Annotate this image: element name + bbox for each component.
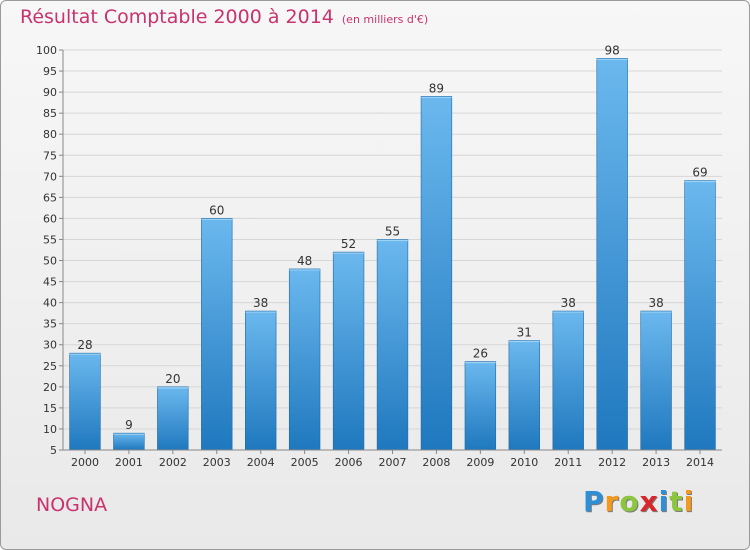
bar <box>420 96 453 451</box>
bar <box>332 251 365 451</box>
x-tick-label: 2011 <box>554 456 582 469</box>
y-tick-label: 85 <box>43 107 57 120</box>
bar-value-label: 38 <box>561 296 576 310</box>
bar <box>596 58 628 451</box>
brand-letter: P <box>583 485 605 518</box>
brand-letter: x <box>639 485 659 518</box>
x-axis: 2000 2001 2002 2003 2004 2005 2006 2007 2008 2009… <box>63 449 722 469</box>
y-tick-label: 5 <box>50 444 57 457</box>
bar-series: 28 9 20 60 38 48 52 55 89 26 31 38 98 38 69 <box>69 43 716 451</box>
x-tick-label: 2010 <box>510 456 538 469</box>
y-tick-label: 75 <box>43 149 57 162</box>
bar <box>376 239 409 451</box>
y-tick-label: 40 <box>43 297 57 310</box>
x-tick-label: 2009 <box>466 456 494 469</box>
y-tick-label: 60 <box>43 212 57 225</box>
brand-letter: i <box>683 485 695 518</box>
chart-title: Résultat Comptable 2000 à 2014 (en millie… <box>20 6 428 28</box>
bar <box>464 361 497 451</box>
brand-logo[interactable]: Proxiti <box>583 488 694 516</box>
bar-value-label: 20 <box>165 372 180 386</box>
title-main: Résultat Comptable 2000 à 2014 <box>20 6 334 28</box>
bar <box>288 268 321 451</box>
x-tick-label: 2007 <box>379 456 407 469</box>
bar-value-label: 28 <box>77 338 92 352</box>
brand-letter: i <box>658 485 670 518</box>
y-tick-label: 65 <box>43 191 57 204</box>
bar-value-label: 9 <box>125 418 133 432</box>
y-axis: 5 10 15 20 25 30 35 40 45 50 55 60 65 70 75 80 85 90 95 100 <box>36 44 64 457</box>
bar-value-label: 26 <box>473 347 488 361</box>
y-tick-label: 80 <box>43 128 57 141</box>
y-tick-label: 10 <box>43 423 57 436</box>
y-tick-label: 20 <box>43 381 57 394</box>
y-tick-label: 15 <box>43 402 57 415</box>
brand-letter: t <box>669 485 684 518</box>
y-tick-label: 70 <box>43 170 57 183</box>
x-tick-label: 2001 <box>115 456 143 469</box>
bar <box>245 310 277 451</box>
y-tick-label: 35 <box>43 318 57 331</box>
bar-value-label: 89 <box>429 81 444 95</box>
bar <box>552 310 584 451</box>
x-tick-label: 2002 <box>159 456 187 469</box>
x-tick-label: 2008 <box>422 456 450 469</box>
x-tick-label: 2012 <box>598 456 626 469</box>
x-tick-label: 2004 <box>247 456 275 469</box>
x-tick-label: 2003 <box>203 456 231 469</box>
bar <box>69 352 101 451</box>
x-tick-label: 2005 <box>291 456 319 469</box>
bar-value-label: 69 <box>692 166 707 180</box>
bar <box>157 386 189 451</box>
bar-value-label: 48 <box>297 254 312 268</box>
y-tick-label: 25 <box>43 360 57 373</box>
bar <box>684 180 716 451</box>
bar <box>508 340 540 451</box>
y-tick-label: 30 <box>43 339 57 352</box>
x-tick-label: 2013 <box>642 456 670 469</box>
bar-value-label: 31 <box>517 326 532 340</box>
x-tick-label: 2014 <box>686 456 714 469</box>
bar <box>113 432 145 451</box>
bar-value-label: 60 <box>209 203 224 217</box>
bar-value-label: 55 <box>385 224 400 238</box>
y-tick-label: 50 <box>43 255 57 268</box>
x-tick-label: 2000 <box>71 456 99 469</box>
y-tick-label: 45 <box>43 276 57 289</box>
bar <box>201 218 233 451</box>
place-name: NOGNA <box>36 494 108 516</box>
brand-letter: o <box>619 485 640 518</box>
brand-letter: r <box>604 485 620 518</box>
title-unit: (en milliers d'€) <box>341 13 429 26</box>
y-tick-label: 55 <box>43 233 57 246</box>
y-tick-label: 100 <box>36 44 57 57</box>
x-tick-label: 2006 <box>335 456 363 469</box>
bar-value-label: 38 <box>648 296 663 310</box>
bar-value-label: 52 <box>341 237 356 251</box>
bar <box>640 310 672 451</box>
y-tick-label: 90 <box>43 86 57 99</box>
bar-value-label: 38 <box>253 296 268 310</box>
bar-value-label: 98 <box>605 43 620 57</box>
y-tick-label: 95 <box>43 65 57 78</box>
